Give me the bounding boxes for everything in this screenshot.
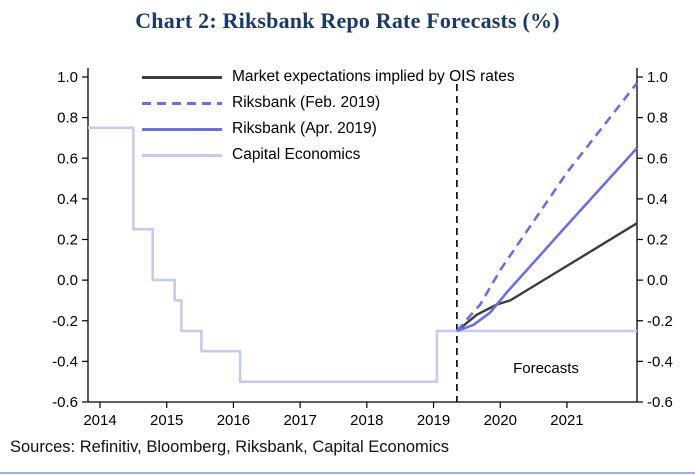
- x-tick-label: 2021: [550, 412, 583, 429]
- x-tick-label: 2019: [417, 412, 450, 429]
- legend-label-market: Market expectations implied by OIS rates: [232, 68, 515, 85]
- x-tick-label: 2014: [83, 412, 116, 429]
- legend-label-riksbank-apr: Riksbank (Apr. 2019): [232, 120, 377, 137]
- y-tick-label: 1.0: [647, 69, 668, 86]
- riksbank-apr-line-sample: [142, 127, 222, 131]
- bottom-divider-line: [0, 472, 695, 474]
- y-tick-label: -0.2: [647, 313, 673, 330]
- riksbank-feb-dashed-line-sample: [142, 101, 222, 105]
- x-tick-label: 2018: [350, 412, 383, 429]
- sources-text: Sources: Refinitiv, Bloomberg, Riksbank,…: [10, 438, 449, 456]
- y-tick-label: 0.4: [647, 191, 668, 208]
- y-tick-label: 0.8: [57, 110, 78, 127]
- x-tick-label: 2017: [283, 412, 316, 429]
- y-tick-label: 0.8: [647, 110, 668, 127]
- y-tick-label: 0.0: [57, 272, 78, 289]
- legend-item-riksbank-feb: Riksbank (Feb. 2019): [142, 90, 515, 116]
- forecasts-annotation: Forecasts: [513, 360, 579, 377]
- legend-item-riksbank-apr: Riksbank (Apr. 2019): [142, 116, 515, 142]
- legend-label-capital-economics: Capital Economics: [232, 146, 361, 163]
- y-tick-label: 1.0: [57, 69, 78, 86]
- x-tick-label: 2016: [217, 412, 250, 429]
- legend-item-capital-economics: Capital Economics: [142, 142, 515, 168]
- y-tick-label: -0.4: [52, 353, 78, 370]
- y-tick-label: 0.2: [57, 232, 78, 249]
- legend-item-market: Market expectations implied by OIS rates: [142, 64, 515, 90]
- x-tick-label: 2015: [150, 412, 183, 429]
- series-market-ois: [456, 222, 638, 332]
- y-tick-label: -0.6: [647, 394, 673, 411]
- y-tick-label: 0.6: [647, 150, 668, 167]
- x-tick-label: 2020: [484, 412, 517, 429]
- y-tick-label: 0.0: [647, 272, 668, 289]
- y-tick-label: 0.2: [647, 232, 668, 249]
- capital-economics-line-sample: [142, 153, 222, 157]
- y-tick-label: 0.6: [57, 150, 78, 167]
- series-capital-economics: [88, 126, 637, 383]
- y-tick-label: 0.4: [57, 191, 78, 208]
- market-line-sample: [142, 75, 222, 79]
- y-tick-label: -0.2: [52, 313, 78, 330]
- legend: Market expectations implied by OIS rates…: [142, 64, 515, 168]
- chart-title: Chart 2: Riksbank Repo Rate Forecasts (%…: [135, 8, 560, 33]
- y-tick-label: -0.6: [52, 394, 78, 411]
- y-tick-label: -0.4: [647, 353, 673, 370]
- legend-label-riksbank-feb: Riksbank (Feb. 2019): [232, 94, 381, 111]
- series-riksbank-feb-2019: [455, 82, 639, 332]
- series-riksbank-apr-2019: [456, 147, 638, 333]
